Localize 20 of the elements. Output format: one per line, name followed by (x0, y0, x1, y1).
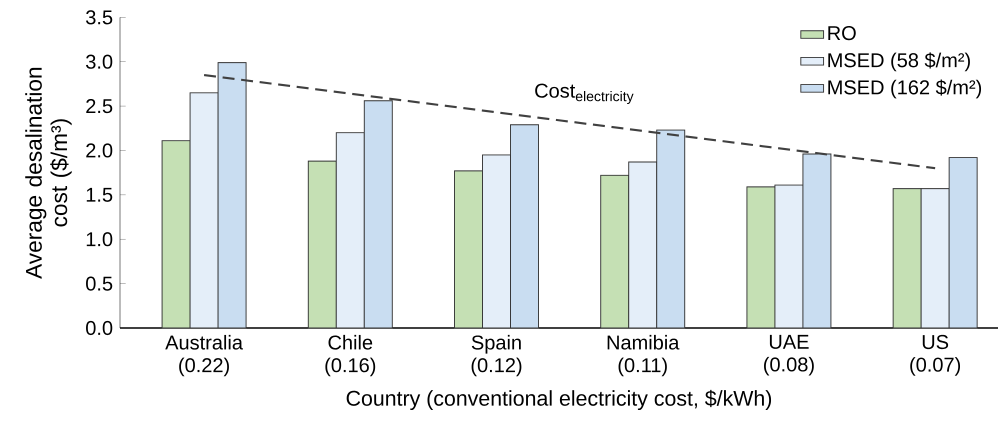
y-tick-label: 2.5 (86, 99, 112, 114)
y-tick-label: 0.0 (86, 320, 112, 336)
y-axis-title: Average desalination cost ($/m³) (25, 68, 72, 279)
legend-label: RO (828, 26, 856, 40)
x-axis-title: Country (conventional electricity cost, $/kWh) (346, 390, 772, 410)
y-tick-label: 1.5 (86, 188, 112, 202)
x-tick-label: Namibia (0.11) (608, 334, 680, 376)
x-tick-label: US (0.07) (910, 334, 960, 376)
x-tick-label: Chile (0.16) (325, 334, 376, 376)
y-tick-label: 3.5 (86, 10, 112, 24)
y-tick-label: 3.0 (86, 54, 112, 69)
legend-label: MSED (58 $/m²) (828, 52, 970, 72)
y-tick-label: 2.0 (86, 143, 112, 158)
x-tick-label: Australia (0.22) (165, 334, 243, 376)
x-tick-label: UAE (0.08) (764, 334, 814, 376)
y-tick-label: 1.0 (86, 232, 112, 246)
legend-label: MSED (162 $/m²) (828, 79, 982, 98)
x-tick-label: Spain (0.12) (472, 334, 522, 376)
annotation: $\mathrm{Cost}_{\mathrm{electricity}}$ (535, 84, 634, 104)
y-tick-label: 0.5 (86, 276, 112, 291)
